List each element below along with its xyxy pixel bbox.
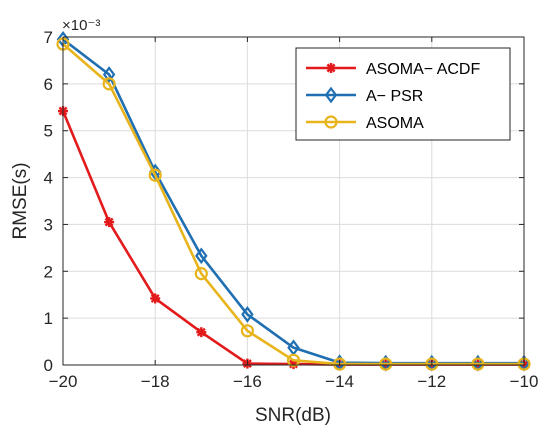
data-point [286, 353, 301, 367]
legend-label: ASOMA [366, 115, 424, 132]
y-tick-label: 6 [44, 75, 53, 94]
x-tick-label: −12 [417, 372, 446, 391]
legend-label: ASOMA− ACDF [366, 61, 480, 78]
marker-stroke [326, 63, 336, 73]
data-point [102, 66, 116, 83]
x-tick-label: −20 [49, 372, 78, 391]
x-tick-label: −10 [510, 372, 539, 391]
x-axis-label: SNR(dB) [255, 405, 331, 426]
marker-stroke [196, 327, 206, 337]
data-point [333, 357, 347, 371]
data-point [196, 327, 207, 338]
series-line [62, 43, 524, 366]
data-point [471, 357, 485, 371]
y-axis-label: RMSE(s) [10, 162, 31, 239]
legend-label: A− PSR [366, 88, 423, 105]
x-tick-labels: −20 −18 −16 −14 −12 −10 [49, 372, 539, 391]
axes [62, 36, 525, 366]
legend-entry: ASOMA− ACDF [306, 61, 480, 78]
y-tick-labels: 0 1 2 3 4 5 6 7 [44, 28, 53, 375]
data-point [241, 306, 254, 323]
data-point [104, 217, 115, 228]
y-tick-label: 7 [44, 28, 53, 47]
x-tick-label: −18 [141, 372, 170, 391]
y-tick-label: 5 [44, 122, 53, 141]
marker-stroke [104, 217, 114, 227]
data-point [425, 357, 439, 371]
data-point [379, 357, 393, 371]
plot-series [56, 31, 531, 372]
data-point [102, 77, 116, 91]
legend-entry: ASOMA [306, 115, 424, 132]
data-point [195, 247, 208, 265]
legend-entry: A− PSR [306, 86, 423, 105]
y-exponent-label: ×10⁻³ [62, 17, 100, 34]
axes-box [62, 36, 525, 366]
y-tick-label: 0 [44, 356, 53, 375]
data-point [240, 324, 254, 338]
series-3 [56, 37, 531, 371]
data-point [150, 293, 161, 304]
x-tick-label: −14 [325, 372, 354, 391]
legend-marker [324, 115, 338, 129]
legend: ASOMA− ACDF A− PSR ASOMA [295, 47, 511, 141]
y-tick-label: 2 [44, 262, 53, 281]
y-tick-label: 4 [44, 169, 53, 188]
data-point [148, 168, 162, 182]
y-tick-label: 3 [44, 215, 53, 234]
x-tick-label: −16 [233, 372, 262, 391]
legend-marker [326, 63, 336, 73]
legend-marker [324, 86, 338, 104]
marker-stroke [150, 294, 160, 303]
data-point [194, 267, 208, 281]
y-tick-label: 1 [44, 309, 53, 328]
